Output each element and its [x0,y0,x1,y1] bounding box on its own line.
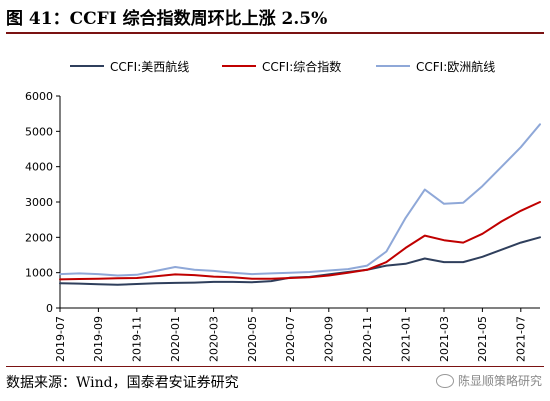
y-tick-label: 0 [46,302,53,315]
x-tick-label: 2021-05 [476,316,489,362]
x-tick-label: 2020-11 [361,316,374,362]
x-tick-label: 2019-07 [54,316,67,362]
legend-label-europe: CCFI:欧洲航线 [416,59,496,74]
y-tick-label: 1000 [25,267,53,280]
x-tick-label: 2020-05 [246,316,259,362]
series-line-1 [59,201,541,281]
legend-swatch-europe [376,65,410,67]
watermark-text: 陈显顺策略研究 [457,374,542,388]
x-tick-label: 2021-07 [515,316,528,362]
x-tick-label: 2021-03 [438,316,451,362]
y-tick-label: 3000 [25,196,53,209]
x-tick-label: 2020-07 [284,316,297,362]
chart-legend: CCFI:美西航线 CCFI:综合指数 CCFI:欧洲航线 [0,56,550,76]
legend-swatch-us-west [70,65,104,67]
watermark: 陈显顺策略研究 [435,372,542,389]
x-tick-label: 2020-09 [323,316,336,362]
x-tick-label: 2019-11 [131,316,144,362]
y-tick-label: 4000 [25,161,53,174]
legend-item-composite: CCFI:综合指数 [222,56,341,76]
footer-divider [6,366,544,367]
wechat-icon [435,373,454,388]
series-line-2 [59,123,541,277]
x-tick-label: 2021-01 [399,316,412,362]
title-divider [6,32,544,34]
legend-label-composite: CCFI:综合指数 [262,59,342,74]
legend-item-us-west: CCFI:美西航线 [70,56,189,76]
y-tick-label: 5000 [25,125,53,138]
data-source: 数据来源：Wind，国泰君安证券研究 [6,375,239,391]
x-tick-label: 2019-09 [92,316,105,362]
y-tick-label: 2000 [25,231,53,244]
legend-label-us-west: CCFI:美西航线 [110,59,190,74]
y-tick-label: 6000 [25,90,53,103]
legend-swatch-composite [222,65,256,67]
chart-title: 图 41：CCFI 综合指数周环比上涨 2.5% [6,9,328,29]
x-tick-label: 2020-01 [169,316,182,362]
x-tick-label: 2020-03 [207,316,220,362]
legend-item-europe: CCFI:欧洲航线 [376,56,495,76]
